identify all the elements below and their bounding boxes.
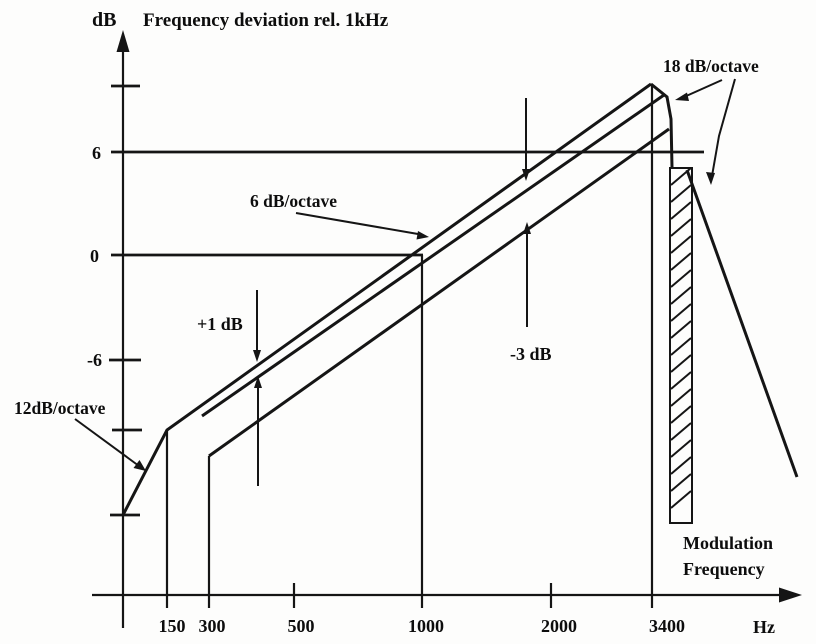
hatch-line	[670, 252, 692, 271]
curve-nominal	[201, 93, 665, 418]
arrow-plus1db-down-head-icon	[253, 350, 261, 362]
hatch-line	[670, 354, 692, 373]
chart-title: Frequency deviation rel. 1kHz	[143, 10, 389, 31]
hatch-line	[670, 167, 692, 186]
hatch-line	[670, 422, 692, 441]
x-tick-label-1000: 1000	[408, 616, 444, 636]
annotation-6db-octave: 6 dB/octave	[250, 191, 337, 211]
arrow-minus3db-up-head-icon	[523, 222, 531, 234]
region-label-modulation: Modulation	[683, 533, 773, 553]
y-axis-arrow-icon	[116, 30, 130, 52]
curve-upper-tolerance	[121, 82, 652, 516]
reference-lines	[109, 84, 704, 608]
x-tick-label-2000: 2000	[541, 616, 577, 636]
arrow-6db	[295, 212, 419, 235]
x-tick-label-150: 150	[159, 616, 186, 636]
hatch-line	[670, 388, 692, 407]
x-tick-label-3400: 3400	[649, 616, 685, 636]
labels: dB Frequency deviation rel. 1kHz 6 0 -6 …	[14, 9, 775, 637]
hatch-line	[670, 218, 692, 237]
arrow-18db-left	[683, 79, 723, 98]
curve-lower-tolerance	[208, 127, 670, 458]
arrow-minus3db-down-head-icon	[522, 169, 530, 181]
annotation-arrows	[74, 78, 736, 486]
hatch-line	[670, 473, 692, 492]
annotation-minus3db: -3 dB	[510, 344, 552, 364]
hatch-line	[670, 184, 692, 203]
hatch-line	[670, 235, 692, 254]
arrow-12db-head-icon	[133, 460, 146, 471]
y-tick-label-minus6: -6	[87, 350, 102, 370]
hatch-line	[670, 439, 692, 458]
hatch-line	[670, 286, 692, 305]
arrow-plus1db-up-head-icon	[254, 376, 262, 388]
arrow-18db-right-head-icon	[706, 172, 715, 185]
curve-rolloff-top	[650, 82, 674, 168]
region-label-frequency: Frequency	[683, 559, 765, 579]
hatch-line	[670, 371, 692, 390]
y-tick-label-6: 6	[92, 143, 101, 163]
hatch-line	[670, 320, 692, 339]
hatch-line	[670, 201, 692, 220]
hatch-line	[670, 337, 692, 356]
x-axis-unit-label: Hz	[753, 617, 775, 637]
axes	[92, 30, 802, 628]
x-tick-label-500: 500	[288, 616, 315, 636]
hatch-line	[670, 405, 692, 424]
curve-rolloff-slope	[685, 169, 799, 478]
hatched-band-outline	[669, 167, 693, 524]
hatched-band	[669, 167, 693, 524]
annotation-18db-octave: 18 dB/octave	[663, 56, 759, 76]
y-axis-unit-label: dB	[92, 9, 116, 31]
hatch-line	[670, 303, 692, 322]
hatch-line	[670, 456, 692, 475]
x-tick-label-300: 300	[199, 616, 226, 636]
hatch-line	[670, 490, 692, 509]
annotation-plus1db: +1 dB	[197, 314, 243, 334]
y-tick-label-0: 0	[90, 246, 99, 266]
arrow-18db-left-head-icon	[675, 92, 689, 101]
arrow-12db	[74, 418, 140, 467]
hatch-pattern	[670, 167, 692, 509]
arrow-18db-right	[711, 78, 736, 177]
arrow-6db-head-icon	[416, 231, 429, 240]
curves	[121, 82, 799, 516]
hatch-line	[670, 269, 692, 288]
x-axis-arrow-icon	[779, 587, 802, 603]
annotation-12db-octave: 12dB/octave	[14, 398, 106, 418]
